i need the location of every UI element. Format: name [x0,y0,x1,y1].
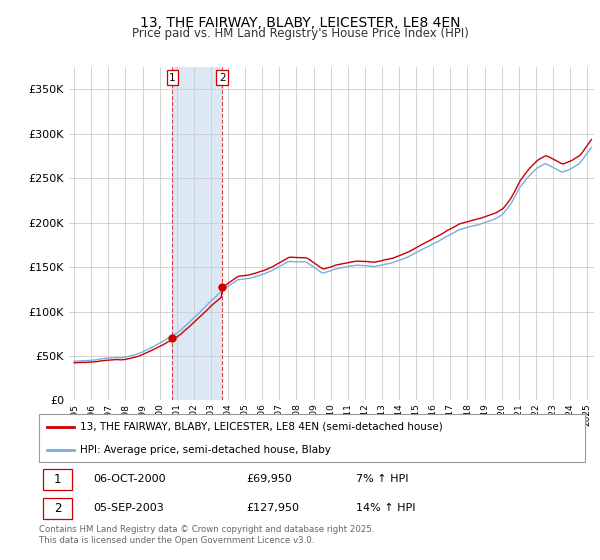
Text: 7% ↑ HPI: 7% ↑ HPI [356,474,408,484]
Text: 2: 2 [219,73,226,83]
Text: 14% ↑ HPI: 14% ↑ HPI [356,503,415,513]
Text: HPI: Average price, semi-detached house, Blaby: HPI: Average price, semi-detached house,… [80,445,331,455]
Text: £69,950: £69,950 [247,474,292,484]
Text: 06-OCT-2000: 06-OCT-2000 [94,474,166,484]
Text: Contains HM Land Registry data © Crown copyright and database right 2025.
This d: Contains HM Land Registry data © Crown c… [39,525,374,545]
Text: 2: 2 [54,502,61,515]
Text: £127,950: £127,950 [247,503,299,513]
FancyBboxPatch shape [39,414,585,462]
Text: 05-SEP-2003: 05-SEP-2003 [94,503,164,513]
Text: 1: 1 [54,473,61,486]
FancyBboxPatch shape [43,469,72,489]
Text: 13, THE FAIRWAY, BLABY, LEICESTER, LE8 4EN (semi-detached house): 13, THE FAIRWAY, BLABY, LEICESTER, LE8 4… [80,422,443,432]
Text: Price paid vs. HM Land Registry's House Price Index (HPI): Price paid vs. HM Land Registry's House … [131,27,469,40]
Bar [172,67,223,400]
Text: 1: 1 [169,73,176,83]
FancyBboxPatch shape [43,498,72,519]
Text: 13, THE FAIRWAY, BLABY, LEICESTER, LE8 4EN: 13, THE FAIRWAY, BLABY, LEICESTER, LE8 4… [140,16,460,30]
